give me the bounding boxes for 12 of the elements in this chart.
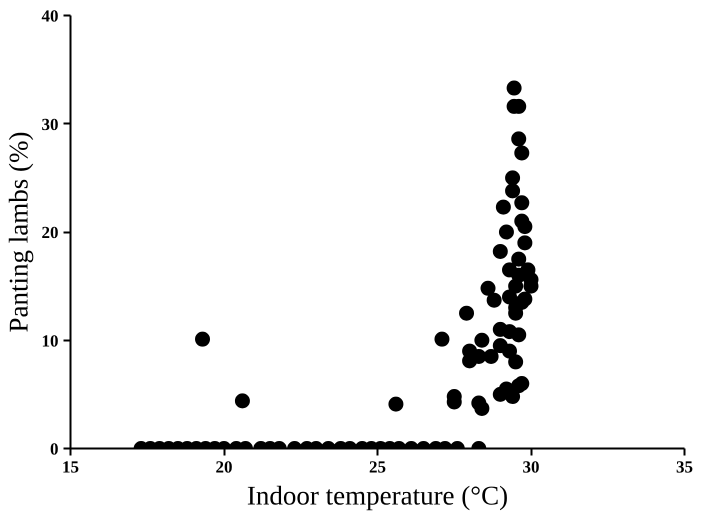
y-tick-label: 40 — [42, 6, 58, 26]
x-axis-title: Indoor temperature (°C) — [246, 480, 508, 510]
x-tick-label: 20 — [216, 458, 232, 476]
x-tick-label: 15 — [62, 458, 79, 476]
y-tick-label: 20 — [42, 223, 58, 242]
y-axis-title: Panting lambs (%) — [4, 132, 34, 332]
y-tick-label: 30 — [42, 114, 58, 134]
x-tick-label: 30 — [522, 458, 540, 476]
y-tick-label: 10 — [42, 331, 58, 350]
y-tick-label: 0 — [50, 440, 58, 458]
x-tick-label: 25 — [369, 458, 386, 476]
x-tick-label: 35 — [676, 458, 693, 476]
